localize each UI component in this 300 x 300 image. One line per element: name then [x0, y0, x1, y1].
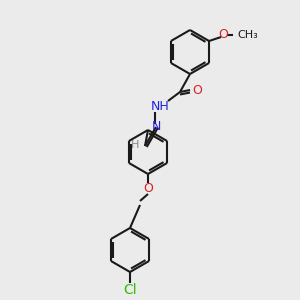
Text: O: O — [192, 85, 202, 98]
Text: H: H — [131, 140, 139, 150]
Text: N: N — [151, 121, 161, 134]
Text: NH: NH — [151, 100, 169, 112]
Text: Cl: Cl — [123, 283, 137, 297]
Text: O: O — [143, 182, 153, 196]
Text: CH₃: CH₃ — [237, 30, 258, 40]
Text: O: O — [218, 28, 228, 41]
